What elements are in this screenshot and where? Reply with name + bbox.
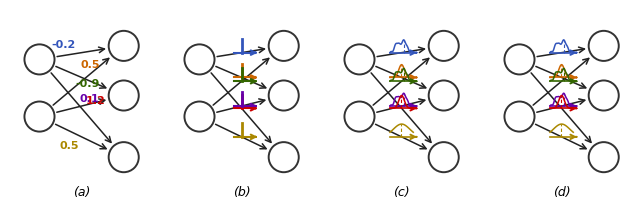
Text: 1.2: 1.2 xyxy=(85,96,105,106)
Text: (c): (c) xyxy=(394,186,410,199)
Text: -0.9: -0.9 xyxy=(76,79,100,89)
Text: 0.1: 0.1 xyxy=(79,94,99,103)
Text: (b): (b) xyxy=(233,186,250,199)
Text: 0.5: 0.5 xyxy=(60,141,79,151)
Text: (d): (d) xyxy=(553,186,570,199)
Text: 0.5: 0.5 xyxy=(81,60,100,70)
Text: (a): (a) xyxy=(73,186,90,199)
Text: -0.2: -0.2 xyxy=(51,40,76,50)
